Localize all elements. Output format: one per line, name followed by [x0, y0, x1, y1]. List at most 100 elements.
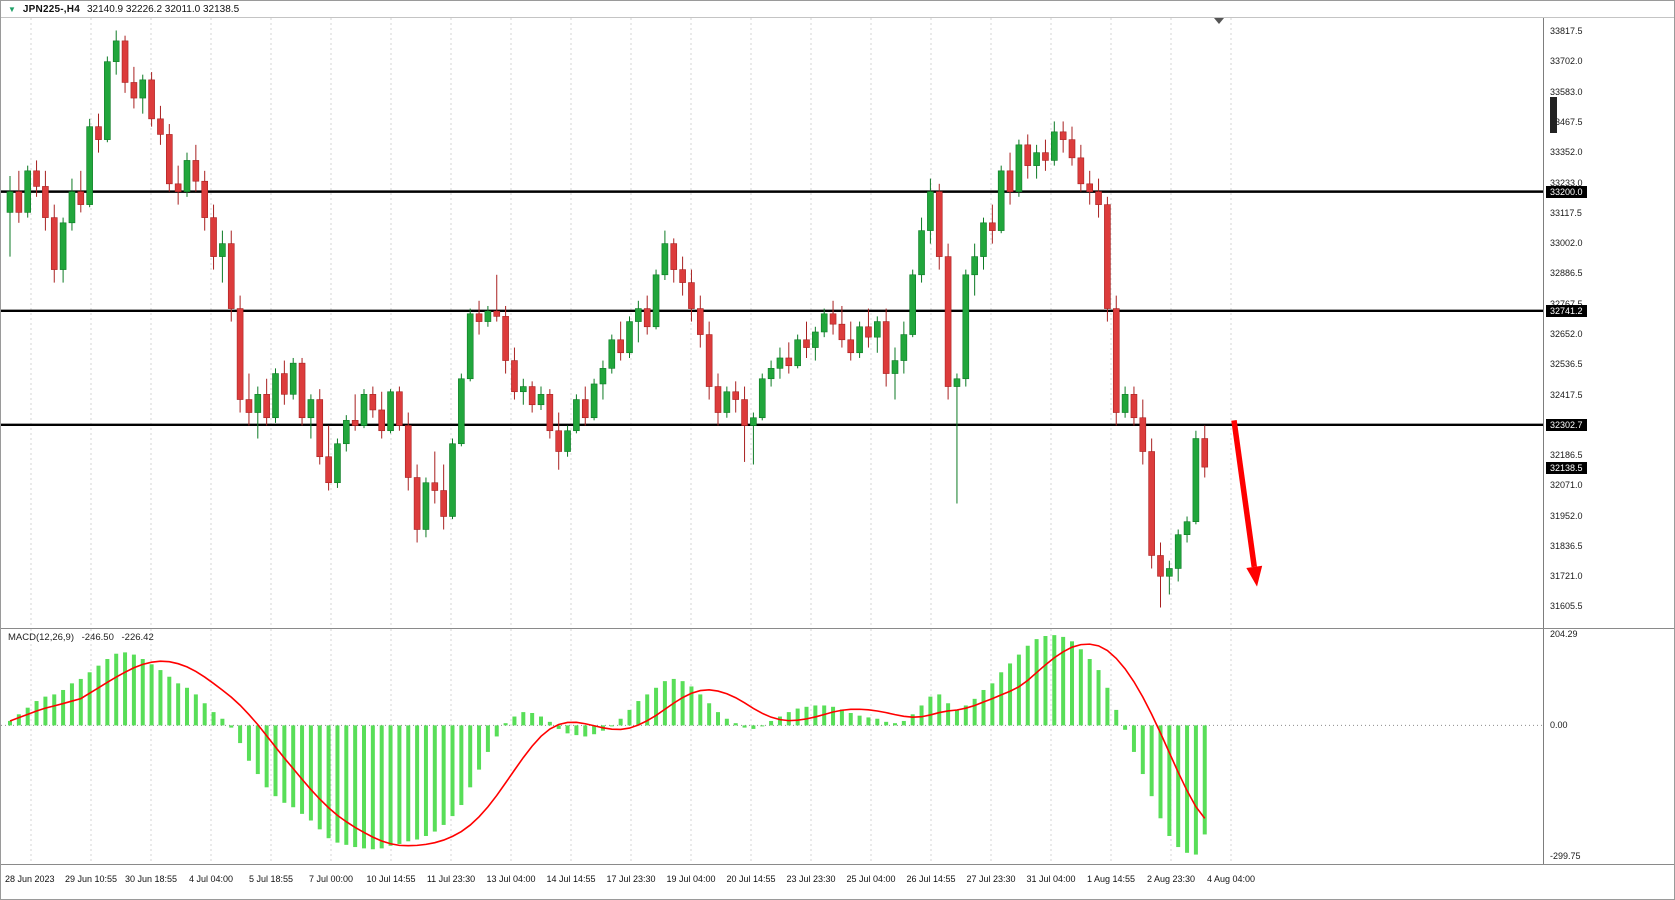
candle-body	[767, 368, 775, 380]
candle-body	[829, 313, 837, 325]
macd-histogram-bar	[831, 706, 836, 726]
candle-body	[944, 256, 952, 387]
macd-histogram-bar	[928, 696, 933, 726]
candle-body	[254, 394, 262, 413]
chart-shift-marker-icon[interactable]	[1214, 18, 1224, 24]
macd-axis-label: 204.29	[1550, 629, 1578, 639]
ohlc-readout: 32140.9 32226.2 32011.0 32138.5	[86, 3, 240, 15]
candle-body	[1139, 417, 1147, 452]
macd-histogram-bar	[645, 694, 650, 726]
candle-body	[1095, 191, 1102, 205]
candle-body	[626, 321, 633, 354]
macd-axis[interactable]: 204.29 0.00 -299.75	[1544, 629, 1674, 864]
scrollbar-thumb[interactable]	[1550, 97, 1557, 133]
candle-body	[201, 180, 208, 218]
candle-body	[1077, 157, 1085, 185]
candle-body	[1166, 568, 1173, 577]
candle-body	[909, 274, 917, 335]
candle-body	[307, 399, 315, 419]
macd-histogram-bar	[1131, 725, 1136, 752]
time-axis-label: 29 Jun 10:55	[64, 874, 118, 884]
candle-body	[1006, 170, 1014, 192]
price-tick-label: 32652.0	[1550, 329, 1583, 340]
trend-arrow-head[interactable]	[1246, 565, 1263, 587]
main-chart-plot[interactable]	[1, 18, 1543, 628]
candle-body	[50, 217, 58, 270]
price-tick-label: 32886.5	[1550, 268, 1583, 279]
candle-body	[732, 391, 740, 400]
candle-body	[758, 378, 766, 419]
macd-histogram-bar	[937, 694, 942, 726]
candle-body	[24, 170, 32, 213]
symbol-dropdown-icon[interactable]: ▼	[8, 4, 16, 14]
macd-histogram-bar	[317, 725, 322, 830]
candle-body	[112, 40, 120, 62]
macd-histogram-bar	[8, 720, 12, 726]
time-axis-label: 23 Jul 23:30	[786, 874, 836, 884]
macd-histogram-bar	[981, 689, 986, 726]
macd-histogram-bar	[131, 654, 136, 726]
price-chart-svg[interactable]	[1, 18, 1543, 628]
candle-body	[378, 409, 386, 432]
macd-histogram-bar	[1123, 725, 1128, 730]
macd-chart-svg[interactable]	[1, 629, 1543, 864]
macd-histogram-bar	[1070, 641, 1074, 726]
candle-body	[873, 321, 881, 338]
macd-signal-value: -226.42	[121, 632, 154, 643]
macd-histogram-bar	[963, 705, 968, 726]
macd-histogram-bar	[547, 721, 552, 726]
macd-histogram-bar	[1140, 725, 1145, 775]
macd-histogram-bar	[795, 708, 800, 726]
candle-body	[882, 321, 890, 374]
macd-histogram-bar	[556, 725, 561, 729]
macd-histogram-bar	[662, 681, 667, 726]
macd-histogram-bar	[52, 694, 57, 726]
price-tick-label: 32536.5	[1550, 359, 1583, 370]
price-tick-label: 31605.5	[1550, 601, 1583, 612]
macd-histogram-bar	[760, 725, 765, 727]
macd-histogram-bar	[946, 703, 951, 726]
time-axis-label: 31 Jul 04:00	[1026, 874, 1076, 884]
candle-body	[387, 391, 394, 432]
candle-body	[546, 394, 554, 432]
candle-body	[891, 360, 899, 374]
macd-panel[interactable]	[1, 629, 1543, 864]
macd-histogram-bar	[707, 703, 712, 726]
time-axis-label: 11 Jul 23:30	[426, 874, 476, 884]
candle-body	[1068, 139, 1076, 159]
trend-arrow-shaft[interactable]	[1231, 419, 1257, 568]
macd-histogram-bar	[583, 725, 588, 737]
candle-body	[219, 243, 226, 257]
candle-body	[298, 362, 306, 419]
candle-body	[493, 310, 501, 317]
macd-histogram-bar	[724, 718, 729, 726]
candle-body	[776, 357, 784, 369]
candle-body	[342, 420, 350, 445]
macd-signal-line	[9, 643, 1206, 847]
candle-body	[980, 222, 987, 257]
candle-body	[1024, 144, 1032, 166]
candle-body	[1033, 152, 1040, 166]
macd-histogram-bar	[512, 716, 517, 726]
macd-histogram-bar	[671, 678, 676, 726]
candle-body	[351, 420, 359, 426]
candle-body	[42, 186, 49, 218]
price-axis[interactable]: 33817.5 33702.0 33583.0 33467.5 33352.0 33233…	[1544, 18, 1674, 628]
candle-body	[900, 334, 908, 361]
candle-body	[679, 269, 686, 283]
candle-body	[1148, 451, 1155, 556]
macd-histogram-bar	[848, 712, 853, 726]
macd-histogram-bar	[370, 725, 375, 850]
candle-body	[688, 282, 695, 309]
price-tick-label: 32071.0	[1550, 480, 1583, 491]
macd-histogram-bar	[565, 725, 570, 734]
time-axis-label: 28 Jun 2023	[5, 874, 55, 884]
macd-histogram-bar	[43, 696, 48, 726]
time-axis[interactable]: 28 Jun 2023 29 Jun 10:55 30 Jun 18:55 4 Jul…	[1, 865, 1674, 899]
macd-histogram-bar	[397, 725, 402, 844]
candle-body	[519, 386, 527, 393]
macd-histogram-bar	[105, 659, 110, 726]
candle-body	[528, 386, 536, 406]
candle-body	[422, 482, 430, 530]
macd-histogram-bar	[733, 723, 738, 726]
